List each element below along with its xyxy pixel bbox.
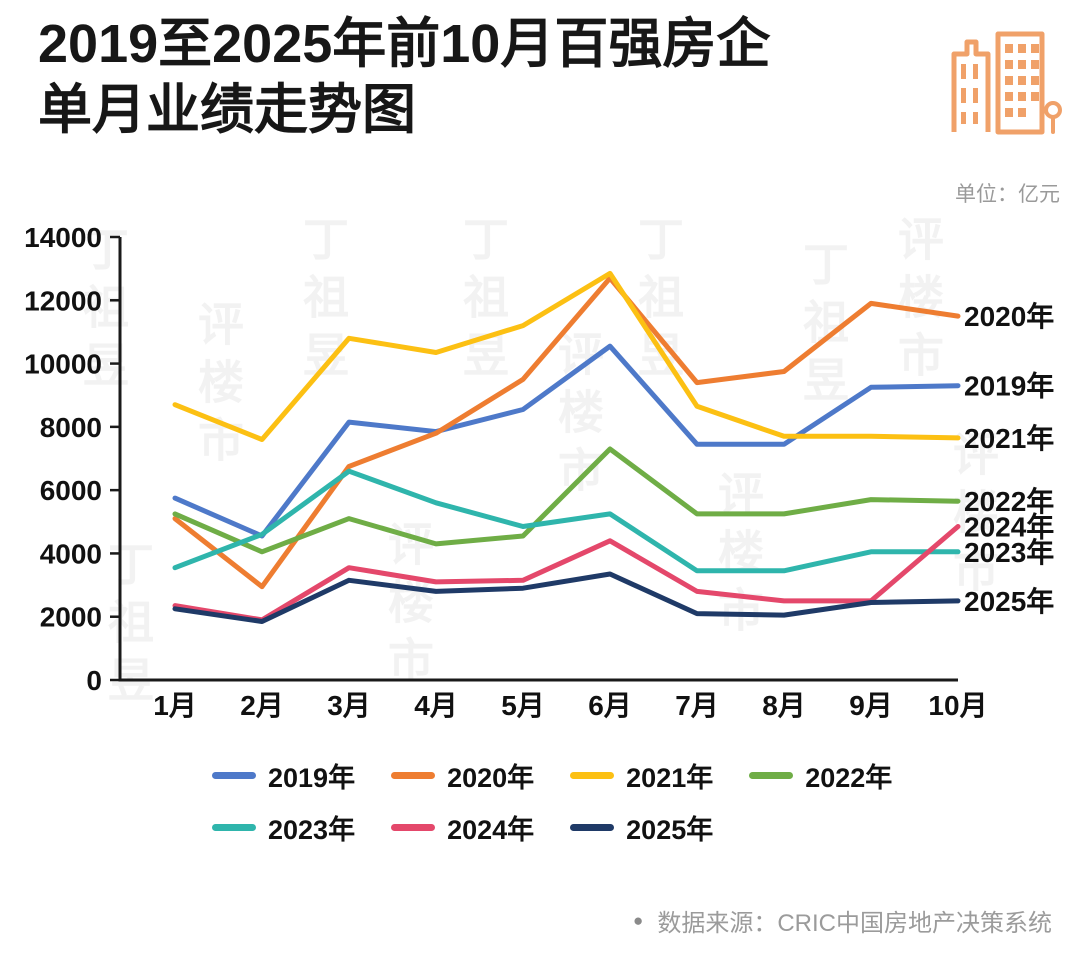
series-line-2022年 bbox=[172, 446, 961, 555]
page-title-line1: 2019至2025年前10月百强房企 bbox=[38, 14, 771, 74]
x-axis-tick-label: 9月 bbox=[849, 690, 893, 721]
series-line-2023年 bbox=[172, 468, 961, 574]
legend-item-2020年: 2020年 bbox=[391, 756, 534, 795]
y-axis-tick-label: 12000 bbox=[24, 285, 102, 316]
legend-row: 2019年 2020年 2021年 2022年 bbox=[212, 756, 892, 795]
x-axis-tick-label: 2月 bbox=[240, 690, 284, 721]
legend-swatch bbox=[570, 824, 615, 831]
series-line-2020年 bbox=[172, 275, 961, 590]
legend-label: 2021年 bbox=[626, 763, 714, 793]
x-axis-tick-label: 7月 bbox=[675, 690, 719, 721]
footer: ● 数据来源：CRIC中国房地产决策系统 bbox=[633, 903, 1052, 938]
legend-item-2024年: 2024年 bbox=[391, 808, 534, 847]
series-line-2025年 bbox=[172, 571, 961, 624]
series-line-2021年 bbox=[172, 270, 961, 442]
chart-legend: 2019年 2020年 2021年 2022年 2023年 2024年 2025年 bbox=[212, 756, 892, 847]
y-axis-tick-label: 10000 bbox=[24, 349, 102, 380]
y-axis-tick-label: 8000 bbox=[40, 412, 102, 443]
series-end-label-2021年: 2021年 bbox=[964, 422, 1054, 454]
data-source: 数据来源：CRIC中国房地产决策系统 bbox=[657, 910, 1052, 937]
y-axis-tick-label: 2000 bbox=[40, 602, 102, 633]
x-axis-tick-label: 5月 bbox=[501, 690, 545, 721]
legend-label: 2022年 bbox=[805, 763, 893, 793]
legend-label: 2023年 bbox=[268, 815, 356, 845]
x-axis-tick-label: 10月 bbox=[928, 690, 987, 721]
series-end-label-2023年: 2023年 bbox=[964, 536, 1054, 568]
x-axis-tick-label: 1月 bbox=[153, 690, 197, 721]
unit-label: 单位：亿元 bbox=[955, 183, 1060, 206]
page-title-line2: 单月业绩走势图 bbox=[38, 79, 416, 140]
legend-label: 2019年 bbox=[268, 763, 356, 793]
series-end-label-2025年: 2025年 bbox=[964, 585, 1054, 617]
series-line-2024年 bbox=[172, 524, 961, 623]
legend-label: 2020年 bbox=[447, 763, 535, 793]
series-end-label-2020年: 2020年 bbox=[964, 300, 1054, 332]
legend-item-2023年: 2023年 bbox=[212, 808, 355, 847]
legend-swatch bbox=[391, 772, 436, 779]
legend-item-2025年: 2025年 bbox=[570, 808, 713, 847]
page-title: 2019至2025年前10月百强房企 单月业绩走势图 bbox=[38, 12, 770, 144]
y-axis-tick-label: 6000 bbox=[40, 475, 102, 506]
x-axis-tick-label: 8月 bbox=[762, 690, 806, 721]
legend-label: 2025年 bbox=[626, 815, 714, 845]
legend-swatch bbox=[212, 824, 256, 831]
axis-lines bbox=[118, 237, 958, 682]
legend-item-2022年: 2022年 bbox=[749, 756, 892, 795]
legend-item-2019年: 2019年 bbox=[212, 756, 355, 795]
series-line-2019年 bbox=[172, 343, 961, 539]
legend-swatch bbox=[749, 772, 794, 779]
y-axis-tick-label: 14000 bbox=[24, 222, 102, 253]
bullet-icon: ● bbox=[633, 911, 644, 930]
series-end-label-2022年: 2022年 bbox=[964, 485, 1054, 517]
series-end-label-2019年: 2019年 bbox=[964, 370, 1054, 402]
legend-swatch bbox=[391, 824, 436, 831]
trend-line-chart: 0 2000 4000 6000 8000 10000 12000 14000 1月 2月 3月 4月… bbox=[24, 222, 1054, 721]
legend-swatch bbox=[212, 772, 256, 779]
legend-label: 2024年 bbox=[447, 815, 535, 845]
legend-row: 2023年 2024年 2025年 bbox=[212, 808, 892, 847]
legend-swatch bbox=[570, 772, 615, 779]
x-axis-tick-label: 4月 bbox=[414, 690, 458, 721]
series-end-label-2024年: 2024年 bbox=[964, 511, 1054, 543]
x-axis-tick-label: 6月 bbox=[588, 690, 632, 721]
y-axis-tick-label: 4000 bbox=[40, 538, 102, 569]
legend-item-2021年: 2021年 bbox=[570, 756, 713, 795]
buildings-icon bbox=[942, 12, 1064, 143]
y-axis-tick-label: 0 bbox=[86, 665, 102, 696]
x-axis-tick-label: 3月 bbox=[327, 690, 371, 721]
